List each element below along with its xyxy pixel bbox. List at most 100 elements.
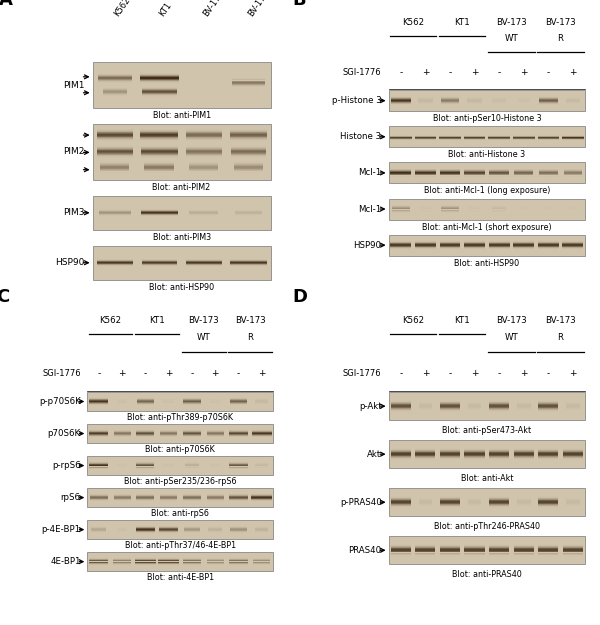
Text: C: C	[0, 288, 10, 306]
Text: PIM2: PIM2	[63, 148, 85, 156]
Text: Blot: anti-HSP90: Blot: anti-HSP90	[149, 283, 214, 292]
Text: A: A	[0, 0, 13, 9]
Text: R: R	[247, 332, 253, 342]
Text: +: +	[569, 369, 577, 378]
Text: KT1: KT1	[454, 316, 470, 324]
Text: BV-173: BV-173	[188, 316, 219, 324]
Text: Blot: anti-Mcl-1 (long exposure): Blot: anti-Mcl-1 (long exposure)	[424, 186, 550, 196]
Bar	[87, 520, 274, 539]
Bar	[389, 199, 585, 219]
Text: +: +	[471, 68, 478, 77]
Text: BV-173: BV-173	[545, 316, 576, 324]
Bar	[87, 392, 274, 411]
Text: Blot: anti-pThr389-p70S6K: Blot: anti-pThr389-p70S6K	[127, 413, 233, 422]
Text: p-Akt: p-Akt	[359, 402, 382, 411]
Text: Blot: anti-Histone 3: Blot: anti-Histone 3	[448, 151, 526, 159]
Text: -: -	[399, 68, 403, 77]
Text: D: D	[292, 288, 307, 306]
Text: SGI-1776: SGI-1776	[42, 369, 80, 378]
Text: K562: K562	[402, 316, 424, 324]
Text: p-PRAS40: p-PRAS40	[340, 498, 382, 507]
Text: PIM3: PIM3	[63, 208, 85, 217]
Text: WT: WT	[197, 332, 211, 342]
Text: BV-173: BV-173	[496, 18, 527, 27]
Text: -: -	[448, 68, 452, 77]
Text: p70S6K: p70S6K	[47, 429, 80, 438]
Bar	[389, 488, 585, 516]
Text: Blot: anti-PIM1: Blot: anti-PIM1	[152, 111, 211, 121]
Text: BV-173: BV-173	[496, 316, 527, 324]
Text: p-Histone 3: p-Histone 3	[332, 96, 382, 105]
Text: Blot: anti-pThr246-PRAS40: Blot: anti-pThr246-PRAS40	[434, 522, 540, 531]
Bar	[389, 90, 585, 111]
Text: Blot: anti-PIM3: Blot: anti-PIM3	[152, 233, 211, 242]
Text: +: +	[569, 68, 577, 77]
Text: SGI-1776: SGI-1776	[343, 369, 382, 378]
Bar	[389, 126, 585, 148]
Text: Blot: anti-HSP90: Blot: anti-HSP90	[454, 259, 520, 268]
Text: -: -	[97, 369, 100, 378]
Text: 4E-BP1: 4E-BP1	[50, 557, 80, 566]
Text: +: +	[520, 68, 527, 77]
Bar	[87, 488, 274, 507]
Text: Mcl-1: Mcl-1	[358, 204, 382, 214]
Text: K562: K562	[100, 316, 122, 324]
Text: -: -	[448, 369, 452, 378]
Text: -: -	[144, 369, 147, 378]
Text: Blot: anti-pSer10-Histone 3: Blot: anti-pSer10-Histone 3	[433, 114, 541, 123]
Bar	[87, 552, 274, 571]
Bar	[389, 392, 585, 420]
Text: KT1: KT1	[149, 316, 165, 324]
Text: -: -	[190, 369, 194, 378]
Text: p-rpS6: p-rpS6	[52, 461, 80, 470]
Text: BV-173R: BV-173R	[247, 0, 274, 18]
Text: WT: WT	[505, 332, 518, 342]
Text: Mcl-1: Mcl-1	[358, 168, 382, 177]
Text: R: R	[557, 34, 563, 43]
Text: K562: K562	[402, 18, 424, 27]
Text: +: +	[165, 369, 172, 378]
Text: +: +	[118, 369, 126, 378]
Text: Histone 3: Histone 3	[340, 132, 382, 141]
Text: +: +	[520, 369, 527, 378]
Bar	[87, 456, 274, 475]
Bar	[92, 62, 271, 107]
Text: WT: WT	[505, 34, 518, 43]
Bar	[389, 536, 585, 564]
Text: Akt: Akt	[367, 450, 382, 459]
Text: BV-173: BV-173	[235, 316, 265, 324]
Text: +: +	[258, 369, 265, 378]
Text: +: +	[471, 369, 478, 378]
Text: +: +	[422, 369, 429, 378]
Text: B: B	[292, 0, 306, 9]
Bar	[87, 424, 274, 443]
Text: -: -	[497, 68, 501, 77]
Text: Blot: anti-4E-BP1: Blot: anti-4E-BP1	[147, 573, 214, 582]
Text: -: -	[497, 369, 501, 378]
Text: -: -	[399, 369, 403, 378]
Text: R: R	[557, 332, 563, 342]
Text: p-p70S6K: p-p70S6K	[39, 397, 80, 406]
Text: K562: K562	[113, 0, 133, 18]
Text: Blot: anti-Akt: Blot: anti-Akt	[461, 474, 513, 482]
Text: -: -	[547, 369, 550, 378]
Text: Blot: anti-PRAS40: Blot: anti-PRAS40	[452, 570, 522, 579]
Bar	[389, 440, 585, 468]
Bar	[92, 246, 271, 279]
Text: HSP90: HSP90	[55, 258, 85, 268]
Bar	[389, 162, 585, 183]
Text: Blot: anti-PIM2: Blot: anti-PIM2	[152, 183, 211, 192]
Text: Blot: anti-rpS6: Blot: anti-rpS6	[151, 509, 209, 518]
Bar	[92, 124, 271, 180]
Text: +: +	[422, 68, 429, 77]
Text: SGI-1776: SGI-1776	[343, 68, 382, 77]
Text: rpS6: rpS6	[61, 493, 80, 502]
Text: Blot: anti-pSer473-Akt: Blot: anti-pSer473-Akt	[442, 426, 532, 434]
Text: p-4E-BP1: p-4E-BP1	[41, 525, 80, 534]
Text: BV-173: BV-173	[545, 18, 576, 27]
Text: KT1: KT1	[157, 1, 173, 18]
Text: +: +	[211, 369, 219, 378]
Bar	[389, 234, 585, 256]
Text: PRAS40: PRAS40	[349, 546, 382, 555]
Text: PIM1: PIM1	[63, 81, 85, 89]
